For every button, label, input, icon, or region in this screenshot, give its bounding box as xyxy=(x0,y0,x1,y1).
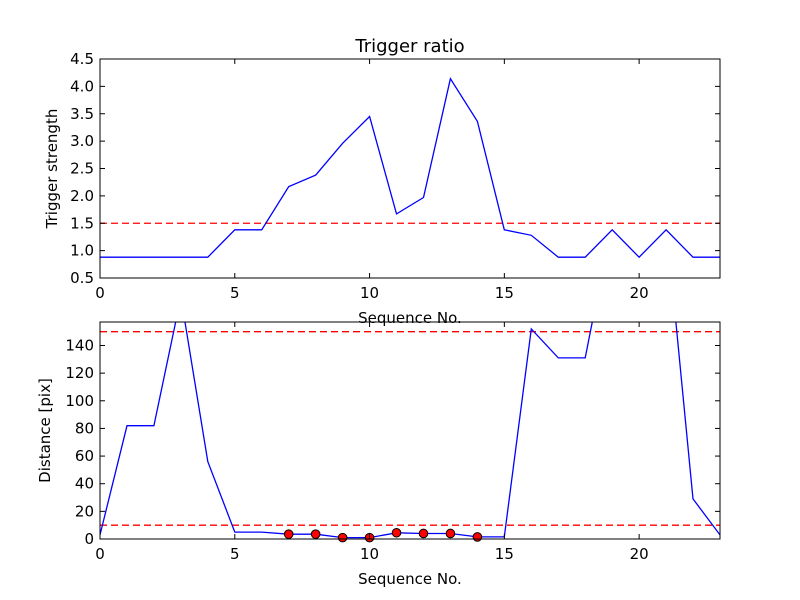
chart-1-y-axis-label: Distance [pix] xyxy=(36,378,54,483)
chart-1-series-line-0 xyxy=(100,322,720,539)
chart-0-x-tick-label-4: 20 xyxy=(630,284,649,302)
chart-1-plot-frame xyxy=(99,321,721,540)
chart-0-y-tick-label-7: 4.0 xyxy=(70,77,94,95)
chart-1-y-tick-label-7: 140 xyxy=(65,336,94,354)
chart-0-x-tick-label-1: 5 xyxy=(230,284,240,302)
chart-1-y-tick-label-6: 120 xyxy=(65,364,94,382)
chart-0-x-tick-label-2: 10 xyxy=(360,284,379,302)
chart-1-y-tick-label-2: 40 xyxy=(75,475,94,493)
chart-0-x-axis-label: Sequence No. xyxy=(358,309,462,327)
chart-0-y-tick-label-3: 2.0 xyxy=(70,187,94,205)
chart-1-x-tick-label-4: 20 xyxy=(630,545,649,563)
chart-1-y-tick-label-5: 100 xyxy=(65,392,94,410)
chart-0-x-tick-label-0: 0 xyxy=(95,284,105,302)
chart-1-x-tick-label-3: 15 xyxy=(495,545,514,563)
chart-0-y-tick-label-8: 4.5 xyxy=(70,50,94,68)
chart-1-y-tick-label-1: 20 xyxy=(75,502,94,520)
trigger-ratio-chart: 0 5 10 15 20 0.5 1.0 1.5 2.0 2.5 3.0 3.5 4.0 4.5 Trigg… xyxy=(43,36,721,327)
chart-0-y-tick-label-2: 1.5 xyxy=(70,214,94,232)
chart-0-series-line-0 xyxy=(100,77,720,259)
chart-0-y-tick-label-6: 3.5 xyxy=(70,105,94,123)
chart-1-marker-point-6 xyxy=(445,528,456,539)
chart-1-x-tick-label-0: 0 xyxy=(95,545,105,563)
chart-1-x-axis-label: Sequence No. xyxy=(358,570,462,588)
chart-0-y-tick-label-0: 0.5 xyxy=(70,269,94,287)
chart-1-y-tick-label-4: 80 xyxy=(75,419,94,437)
distance-chart: 0 5 10 15 20 0 20 40 60 80 100 120 140 Sequence No. Di… xyxy=(36,321,721,588)
chart-1-marker-point-2 xyxy=(337,532,348,543)
chart-0-title: Trigger ratio xyxy=(354,36,464,57)
chart-1-y-tick-label-0: 0 xyxy=(84,530,94,548)
chart-0-y-tick-label-4: 2.5 xyxy=(70,160,94,178)
chart-0-x-tick-label-3: 15 xyxy=(495,284,514,302)
chart-0-y-tick-label-1: 1.0 xyxy=(70,242,94,260)
chart-1-marker-point-7 xyxy=(472,532,483,542)
chart-1-marker-point-4 xyxy=(391,527,402,538)
chart-1-x-tick-label-2: 10 xyxy=(360,545,379,563)
chart-1-marker-point-1 xyxy=(310,529,321,539)
chart-1-y-tick-label-3: 60 xyxy=(75,447,94,465)
chart-0-y-tick-label-5: 3.0 xyxy=(70,132,94,150)
chart-1-marker-point-0 xyxy=(283,529,294,539)
chart-1-x-tick-label-1: 5 xyxy=(230,545,240,563)
chart-1-marker-point-5 xyxy=(418,528,429,539)
chart-0-y-axis-label: Trigger strength xyxy=(43,109,61,230)
